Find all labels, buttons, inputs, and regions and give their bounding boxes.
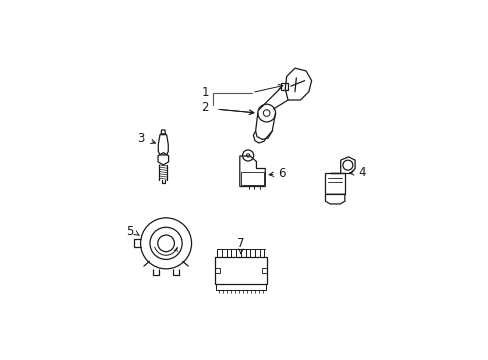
Bar — [262, 268, 267, 273]
Text: 6: 6 — [278, 167, 285, 180]
Text: 5: 5 — [126, 225, 133, 238]
Text: 7: 7 — [237, 237, 244, 250]
Text: 4: 4 — [357, 166, 365, 179]
Bar — [214, 268, 219, 273]
Bar — [216, 284, 265, 290]
Text: 3: 3 — [137, 131, 144, 144]
Bar — [214, 257, 267, 284]
Bar — [325, 174, 344, 194]
Text: 2: 2 — [201, 101, 208, 114]
Text: 1: 1 — [201, 86, 208, 99]
Bar — [241, 172, 264, 185]
